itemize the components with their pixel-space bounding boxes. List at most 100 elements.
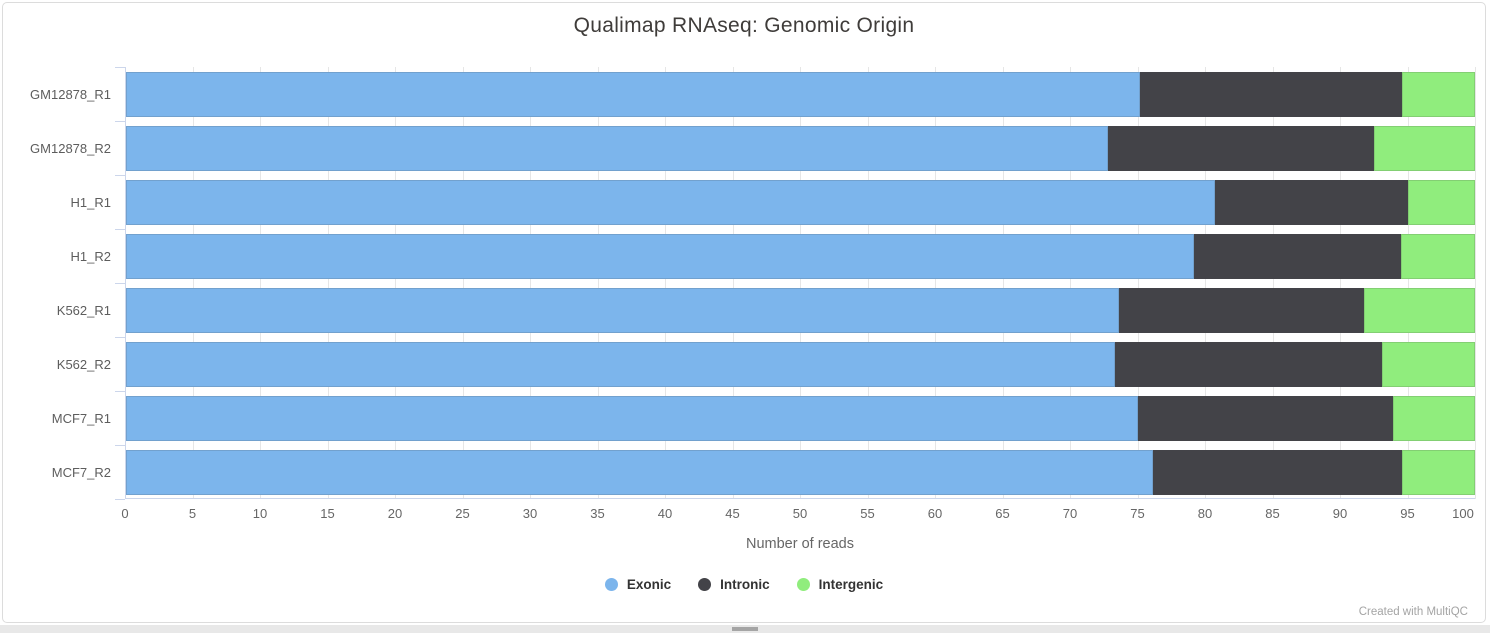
x-axis-tick-label: 75	[1130, 506, 1145, 521]
plot-area: 0 5 10 15 20 25 30 35 40 45 50 55 60 65 70 75 80 85 90 95 10…	[115, 67, 1476, 521]
x-axis-tick-label: 90	[1332, 506, 1348, 521]
bar-segment-intronic[interactable]	[1140, 71, 1403, 117]
bar-segment-intronic[interactable]	[1108, 125, 1374, 171]
legend-item-intronic[interactable]: Intronic	[698, 577, 770, 592]
category-tick	[115, 445, 125, 446]
bar-segment-exonic[interactable]	[126, 395, 1138, 441]
category-tick	[115, 391, 125, 392]
y-axis-label: H1_R2	[70, 248, 111, 264]
gridline	[1002, 67, 1004, 499]
plot-card: Qualimap RNAseq: Genomic Origin GM12878_…	[2, 2, 1486, 623]
gridline	[1475, 67, 1476, 499]
legend-label: Exonic	[626, 577, 672, 592]
category-tick	[115, 337, 125, 338]
x-axis-tick-label: 50	[792, 506, 808, 521]
bar-segment-exonic[interactable]	[126, 233, 1195, 279]
x-axis-tick-label: 55	[860, 506, 875, 521]
x-axis-line	[125, 498, 1475, 499]
horizontal-scrollbar[interactable]	[0, 625, 1490, 633]
x-axis-tick-label: 80	[1197, 506, 1213, 521]
gridline	[1070, 67, 1071, 499]
bar-segment-intergenic[interactable]	[1402, 71, 1475, 117]
y-axis-label: H1_R1	[70, 194, 111, 210]
x-axis-tick-label: 40	[657, 506, 673, 521]
x-axis-tick-label: 25	[455, 506, 470, 521]
x-axis-tick-label: 5	[188, 506, 197, 521]
category-tick	[115, 121, 125, 122]
gridline	[462, 67, 464, 499]
gridline	[935, 67, 936, 499]
bar-segment-exonic[interactable]	[126, 179, 1215, 225]
bar-segment-intergenic[interactable]	[1373, 125, 1475, 171]
bar-segment-intergenic[interactable]	[1392, 395, 1475, 441]
y-axis-label: GM12878_R2	[30, 140, 111, 156]
bar-segment-intronic[interactable]	[1214, 179, 1408, 225]
y-axis-label: GM12878_R1	[30, 86, 111, 102]
bar-segment-exonic[interactable]	[126, 449, 1153, 495]
bar-row	[126, 233, 1475, 279]
x-axis-tick-label: 30	[522, 506, 538, 521]
gridline	[800, 67, 801, 499]
gridline	[192, 67, 194, 499]
gridline	[665, 67, 666, 499]
bar-row	[126, 179, 1475, 225]
legend-marker-icon	[796, 578, 810, 591]
bar-row	[126, 449, 1475, 495]
bar-segment-exonic[interactable]	[126, 287, 1119, 333]
bar-segment-exonic[interactable]	[126, 71, 1141, 117]
bar-segment-intronic[interactable]	[1114, 341, 1382, 387]
scrollbar-thumb[interactable]	[732, 627, 758, 631]
bar-segment-intergenic[interactable]	[1364, 287, 1475, 333]
gridline	[260, 67, 261, 499]
legend-label: Intronic	[720, 577, 770, 592]
legend-marker-icon	[604, 578, 618, 591]
y-axis-line	[125, 67, 126, 499]
x-axis-tick-label: 85	[1265, 506, 1280, 521]
gridline	[597, 67, 599, 499]
x-axis-tick-label: 100	[1452, 506, 1474, 521]
x-axis-tick-label: 95	[1400, 506, 1415, 521]
legend-label: Intergenic	[818, 577, 884, 592]
x-axis-tick-label: 10	[252, 506, 268, 521]
bar-row	[126, 287, 1475, 333]
category-tick	[115, 67, 125, 68]
bar-segment-intronic[interactable]	[1137, 395, 1393, 441]
bar-segment-exonic[interactable]	[126, 341, 1115, 387]
x-axis-tick-label: 65	[995, 506, 1010, 521]
gridline	[732, 67, 734, 499]
gridline	[395, 67, 396, 499]
x-axis-tick-label: 70	[1062, 506, 1078, 521]
category-tick	[115, 499, 125, 500]
bar-segment-exonic[interactable]	[126, 125, 1109, 171]
gridline	[530, 67, 531, 499]
bar-row	[126, 341, 1475, 387]
gridline	[867, 67, 869, 499]
x-axis-title: Number of reads	[746, 536, 854, 552]
bar-segment-intergenic[interactable]	[1402, 449, 1475, 495]
bar-segment-intergenic[interactable]	[1400, 233, 1475, 279]
gridline	[327, 67, 329, 499]
x-axis-tick-label: 0	[121, 506, 129, 521]
legend: Exonic Intronic Intergenic	[3, 577, 1485, 592]
gridline	[1340, 67, 1341, 499]
y-axis-label: MCF7_R2	[51, 464, 111, 480]
x-axis-tick-label: 35	[590, 506, 605, 521]
bar-segment-intronic[interactable]	[1118, 287, 1365, 333]
bar-segment-intronic[interactable]	[1194, 233, 1401, 279]
y-axis-label: K562_R1	[56, 302, 111, 318]
gridline	[1205, 67, 1206, 499]
category-tick	[115, 229, 125, 230]
footer-credit: Created with MultiQC	[1358, 606, 1468, 618]
x-axis-tick-label: 45	[725, 506, 740, 521]
bar-row	[126, 125, 1475, 171]
gridline	[1137, 67, 1139, 499]
legend-item-intergenic[interactable]: Intergenic	[796, 577, 884, 592]
bar-row	[126, 395, 1475, 441]
bar-segment-intergenic[interactable]	[1381, 341, 1475, 387]
chart-title: Qualimap RNAseq: Genomic Origin	[573, 14, 915, 37]
bar-segment-intergenic[interactable]	[1407, 179, 1475, 225]
y-axis-label: MCF7_R1	[51, 410, 111, 426]
legend-item-exonic[interactable]: Exonic	[604, 577, 672, 592]
bar-segment-intronic[interactable]	[1152, 449, 1403, 495]
y-axis-label: K562_R2	[56, 356, 111, 372]
